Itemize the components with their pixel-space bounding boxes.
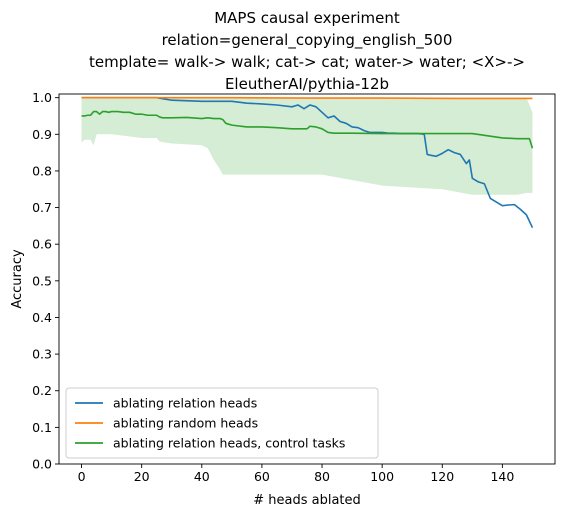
x-axis: 0 20 40 60 80 100 120 140	[78, 464, 514, 484]
x-axis-label: # heads ablated	[253, 493, 361, 508]
x-tick-label: 20	[134, 469, 150, 484]
chart-title: MAPS causal experiment relation=general_…	[89, 9, 525, 93]
plot-frame	[58, 93, 556, 465]
x-tick-label: 80	[314, 469, 330, 484]
series-line-3	[81, 110, 534, 149]
y-tick-label: 0.8	[32, 163, 52, 178]
legend-label-1: ablating relation heads	[113, 396, 257, 411]
control-tasks-band	[81, 97, 533, 195]
series-line-2	[81, 96, 533, 100]
legend-box	[65, 387, 379, 459]
y-tick-label: 0.4	[32, 310, 52, 325]
x-tick-label: 60	[254, 469, 270, 484]
y-tick-label: 0.9	[32, 127, 52, 142]
x-tick-label: 40	[194, 469, 210, 484]
legend: ablating relation heads ablating random h…	[65, 387, 379, 459]
chart-title-line-3: template= walk-> walk; cat-> cat; water-…	[89, 53, 525, 71]
chart-title-line-2: relation=general_copying_english_500	[162, 31, 453, 50]
x-tick-label: 100	[370, 469, 394, 484]
y-tick-label: 0.3	[32, 347, 52, 362]
y-tick-label: 0.5	[32, 273, 52, 288]
y-axis: 0.0 0.1 0.2 0.3 0.4 0.5 0.6 0.7 0.8 0.9 1.0	[32, 90, 59, 472]
x-tick-label: 140	[490, 469, 514, 484]
y-tick-label: 1.0	[32, 90, 52, 105]
y-tick-label: 0.0	[32, 457, 52, 472]
y-axis-label: Accuracy	[10, 249, 25, 309]
y-tick-label: 0.1	[32, 420, 52, 435]
chart-title-line-4: EleutherAI/pythia-12b	[225, 75, 389, 93]
y-tick-label: 0.6	[32, 237, 52, 252]
chart-title-line-1: MAPS causal experiment	[214, 9, 400, 27]
y-tick-label: 0.7	[32, 200, 52, 215]
x-tick-label: 0	[78, 469, 86, 484]
x-tick-label: 120	[430, 469, 454, 484]
plot-area	[81, 96, 534, 229]
y-tick-label: 0.2	[32, 383, 52, 398]
legend-label-3: ablating relation heads, control tasks	[113, 436, 345, 451]
legend-label-2: ablating random heads	[113, 416, 258, 431]
